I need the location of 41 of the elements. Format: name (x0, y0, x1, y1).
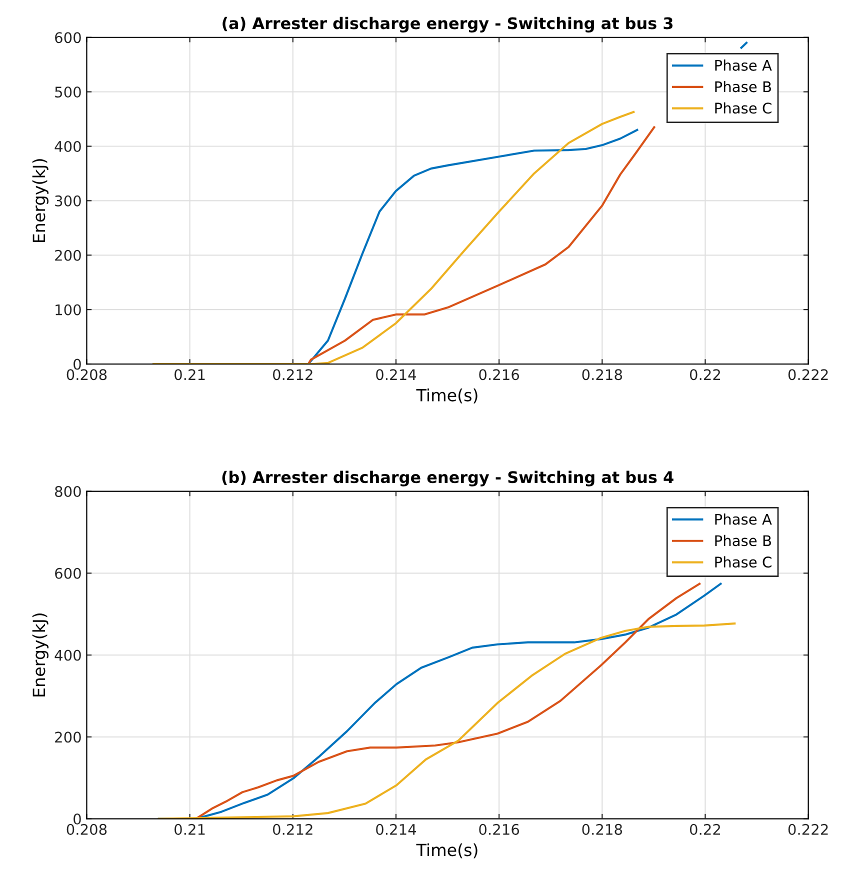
legend-label: Phase C (715, 102, 772, 114)
x-tick-label: 0.222 (788, 369, 828, 380)
line-series (158, 622, 736, 819)
chart-title: (a) Arrester discharge energy - Switching at bus 3 (222, 16, 673, 32)
x-tick-label: 0.212 (272, 824, 312, 835)
x-tick-label: 0.222 (788, 824, 828, 835)
y-tick-label: 600 (55, 568, 81, 579)
x-tick-label: 0.21 (174, 824, 205, 835)
legend-label: Phase C (715, 556, 772, 568)
x-axis-title: Time(s) (416, 388, 478, 404)
x-tick-label: 0.216 (479, 369, 520, 380)
legend-label: Phase B (715, 80, 771, 92)
x-tick-label: 0.21 (174, 369, 205, 380)
legend-label: Phase B (715, 534, 771, 546)
y-axis-title: Energy(kJ) (32, 614, 48, 696)
y-axis-title: Energy(kJ) (32, 159, 48, 242)
x-tick-label: 0.218 (582, 369, 622, 380)
legend-label: Phase A (715, 513, 772, 525)
y-tick-label: 0 (74, 358, 81, 370)
y-tick-label: 800 (55, 486, 81, 498)
y-tick-label: 400 (54, 140, 81, 152)
x-tick-label: 0.212 (272, 369, 312, 380)
y-tick-label: 500 (55, 86, 81, 98)
x-axis-title: Time(s) (416, 843, 478, 858)
x-tick-label: 0.216 (479, 824, 520, 835)
x-tick-label: 0.218 (582, 824, 622, 835)
x-tick-label: 0.214 (376, 824, 416, 835)
x-tick-label: 0.22 (690, 824, 720, 835)
x-tick-label: 0.208 (66, 369, 107, 380)
x-tick-label: 0.208 (66, 824, 107, 835)
y-tick-label: 200 (55, 250, 81, 261)
y-tick-label: 0 (74, 814, 81, 825)
y-tick-label: 600 (55, 32, 81, 44)
x-tick-label: 0.22 (690, 369, 720, 380)
chart-title: (b) Arrester discharge energy - Switching at bus 4 (222, 470, 674, 486)
y-tick-label: 200 (55, 732, 81, 743)
x-tick-label: 0.214 (376, 369, 416, 380)
y-tick-label: 300 (55, 195, 81, 206)
y-tick-label: 100 (56, 304, 81, 316)
y-tick-label: 400 (54, 650, 81, 661)
legend-label: Phase A (715, 60, 772, 71)
